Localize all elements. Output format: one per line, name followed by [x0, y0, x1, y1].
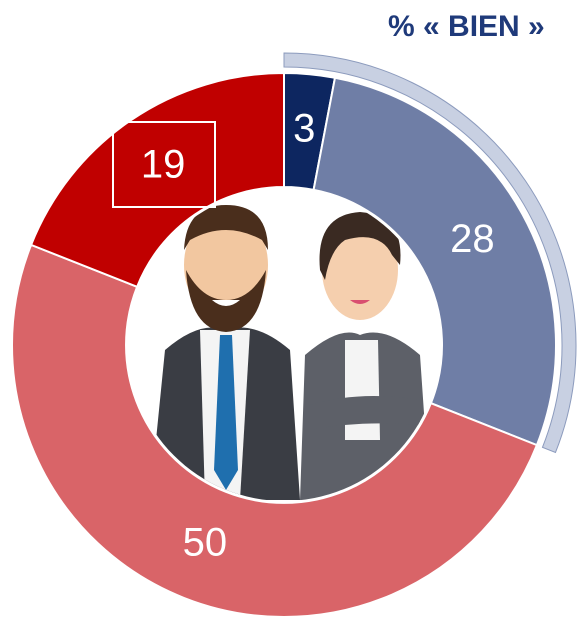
bracket [283, 52, 577, 454]
label-box [112, 121, 216, 208]
donut [11, 71, 557, 617]
data-label: 50 [183, 520, 228, 564]
data-label: 19 [141, 143, 186, 187]
bracket-arc [283, 52, 577, 454]
data-label: 28 [450, 217, 495, 261]
chart-title: % « BIEN » [388, 10, 545, 43]
data-label: 3 [293, 107, 315, 151]
